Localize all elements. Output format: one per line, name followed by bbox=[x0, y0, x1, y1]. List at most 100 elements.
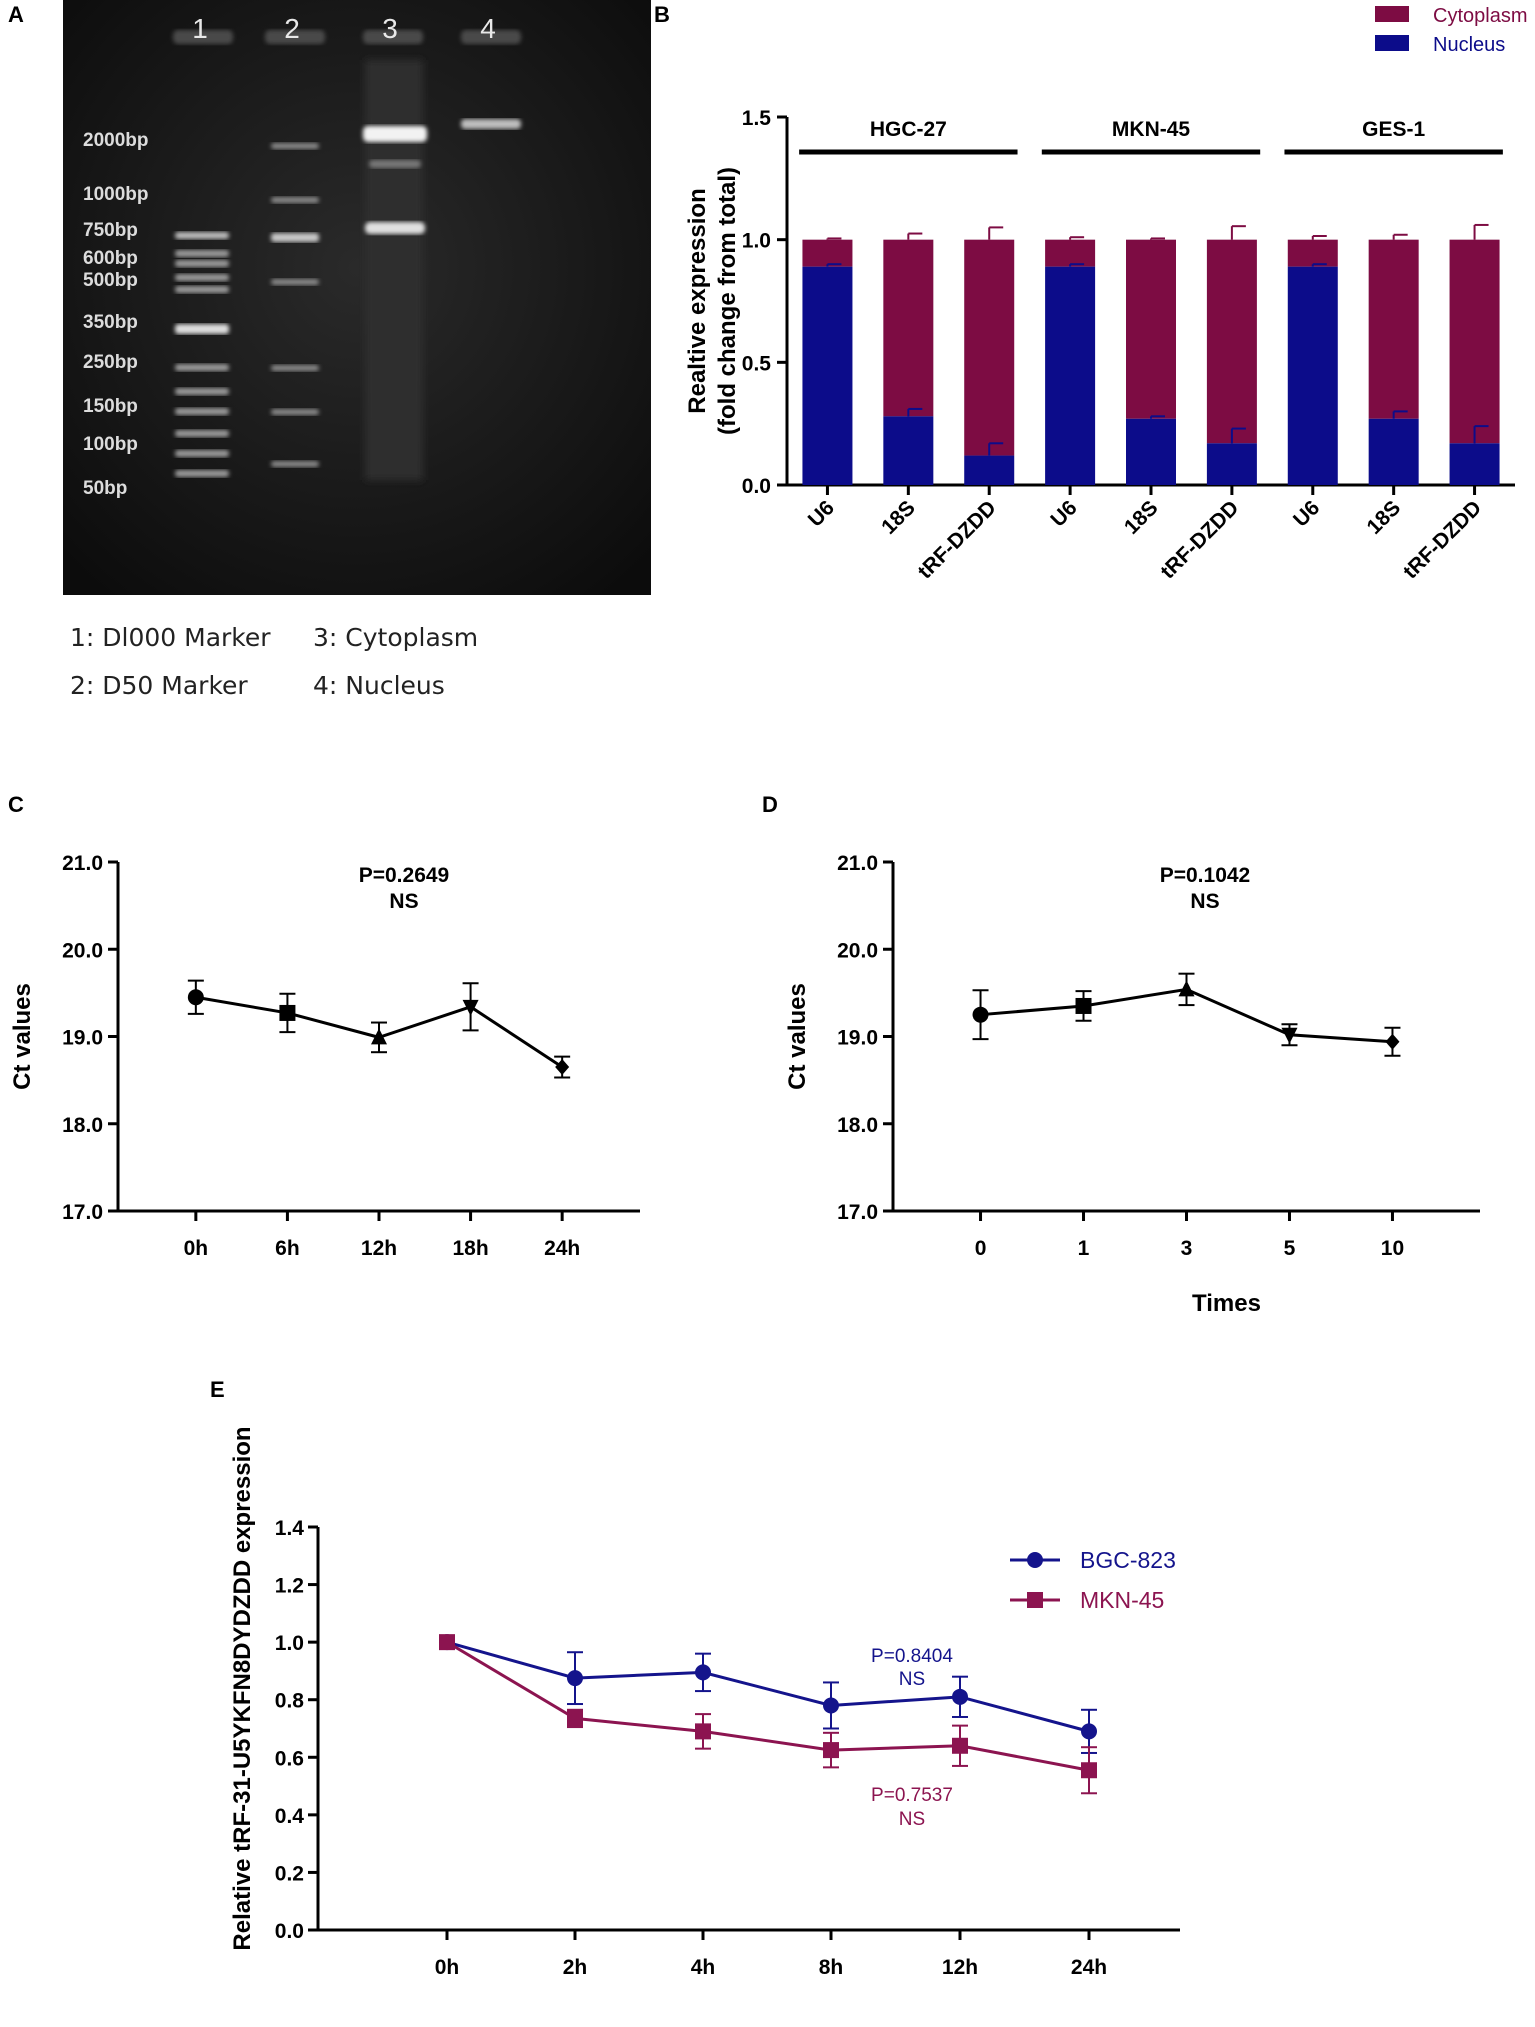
x-tick-label: 0h bbox=[435, 1956, 460, 1979]
x-tick-label: 5 bbox=[1284, 1237, 1296, 1260]
gel-band bbox=[271, 409, 319, 415]
gel-band bbox=[175, 324, 229, 334]
gel-band bbox=[175, 260, 229, 267]
y-tick-label: 0.4 bbox=[275, 1805, 305, 1828]
gel-marker-label: 500bp bbox=[83, 270, 138, 291]
legend-marker bbox=[1027, 1552, 1043, 1568]
gel-band bbox=[365, 222, 425, 234]
data-point bbox=[1281, 1027, 1298, 1044]
data-point bbox=[439, 1634, 455, 1651]
y-tick-label: 1.2 bbox=[275, 1575, 304, 1598]
legend-marker bbox=[1027, 1592, 1043, 1608]
y-tick-label: 18.0 bbox=[837, 1114, 878, 1137]
gel-band bbox=[175, 364, 229, 371]
bar-cytoplasm bbox=[1287, 239, 1338, 267]
gel-band bbox=[271, 279, 319, 285]
gel-band bbox=[175, 286, 229, 293]
gel-band bbox=[369, 160, 421, 168]
gel-band bbox=[175, 274, 229, 281]
y-tick-label: 1.4 bbox=[275, 1517, 305, 1540]
gel-marker-label: 2000bp bbox=[83, 130, 148, 151]
y-axis-label: Ct values bbox=[9, 983, 36, 1090]
panel-label-e: E bbox=[210, 1377, 225, 1402]
gel-band bbox=[271, 197, 319, 203]
legend-label: BGC-823 bbox=[1080, 1547, 1176, 1573]
x-tick-label: tRF-DZDD bbox=[914, 496, 1001, 583]
series-line-mkn45 bbox=[446, 1640, 1090, 1772]
legend-label-cytoplasm: Cytoplasm bbox=[1433, 5, 1527, 27]
y-tick-label: 20.0 bbox=[62, 939, 103, 962]
series-line-bgc823 bbox=[446, 1640, 1090, 1733]
legend-swatch-cytoplasm bbox=[1375, 6, 1409, 22]
bar-cytoplasm bbox=[1206, 239, 1257, 444]
y-tick-label: 17.0 bbox=[837, 1201, 878, 1224]
x-tick-label: 12h bbox=[361, 1237, 397, 1260]
group-label: HGC-27 bbox=[870, 118, 947, 141]
data-point bbox=[567, 1670, 583, 1687]
gel-lane-number: 3 bbox=[382, 13, 398, 44]
gel-lane-number: 4 bbox=[480, 13, 496, 44]
bar-nucleus bbox=[883, 416, 934, 485]
data-point bbox=[1178, 980, 1195, 997]
data-point bbox=[567, 1710, 583, 1727]
data-point bbox=[462, 999, 479, 1016]
x-tick-label: 18h bbox=[452, 1237, 488, 1260]
data-point bbox=[695, 1664, 711, 1681]
x-tick-label: U6 bbox=[1046, 496, 1081, 531]
x-tick-label: 12h bbox=[942, 1956, 978, 1979]
gel-marker-label: 100bp bbox=[83, 434, 138, 455]
data-point bbox=[952, 1688, 968, 1705]
legend-label: MKN-45 bbox=[1080, 1587, 1164, 1613]
gel-marker-label: 150bp bbox=[83, 396, 138, 417]
gel-smear bbox=[365, 60, 423, 480]
data-point bbox=[695, 1723, 711, 1740]
x-tick-label: U6 bbox=[1289, 496, 1324, 531]
data-point bbox=[972, 1006, 989, 1023]
y-tick-label: 0.0 bbox=[275, 1920, 304, 1943]
gel-legend-1: 1: Dl000 Marker bbox=[70, 623, 271, 652]
y-tick-label: 1.5 bbox=[742, 107, 772, 130]
p-value: P=0.2649 bbox=[359, 864, 450, 887]
x-tick-label: 4h bbox=[691, 1956, 716, 1979]
p-value: P=0.1042 bbox=[1160, 864, 1251, 887]
data-point bbox=[823, 1697, 839, 1714]
bar-nucleus bbox=[964, 455, 1015, 485]
gel-well bbox=[461, 30, 521, 44]
gel-band bbox=[175, 408, 229, 415]
gel-band bbox=[271, 233, 319, 242]
x-tick-label: 0 bbox=[975, 1237, 987, 1260]
p-value-bgc823: P=0.8404 bbox=[871, 1646, 953, 1667]
gel-marker-label: 1000bp bbox=[83, 184, 148, 205]
bar-cytoplasm bbox=[1045, 239, 1096, 267]
gel-band bbox=[175, 430, 229, 437]
chart-c: 17.0 18.0 19.0 20.0 21.0 Ct values 0h 6h 12h 18h 2… bbox=[9, 852, 640, 1260]
data-point bbox=[371, 1028, 387, 1045]
gel-band bbox=[363, 126, 427, 142]
y-tick-label: 19.0 bbox=[837, 1027, 878, 1050]
y-tick-label: 18.0 bbox=[62, 1114, 103, 1137]
data-point bbox=[187, 989, 204, 1006]
bar-cytoplasm bbox=[964, 239, 1015, 456]
y-tick-label: 0.8 bbox=[275, 1690, 305, 1713]
gel-well bbox=[173, 30, 233, 44]
y-tick-label: 20.0 bbox=[837, 939, 878, 962]
gel-marker-label: 350bp bbox=[83, 312, 138, 333]
bar-nucleus bbox=[1206, 443, 1257, 485]
x-tick-label: 24h bbox=[1071, 1956, 1107, 1979]
y-axis-label-line2: (fold change from total) bbox=[714, 167, 741, 435]
y-tick-label: 1.0 bbox=[275, 1632, 304, 1655]
y-axis-label: Ct values bbox=[784, 983, 811, 1090]
data-point bbox=[1075, 997, 1092, 1014]
panel-label-b: B bbox=[654, 2, 670, 27]
panel-label-c: C bbox=[8, 792, 24, 817]
x-tick-label: tRF-DZDD bbox=[1399, 496, 1486, 583]
chart-e: 0.0 0.2 0.4 0.6 0.8 1.0 1.2 1.4 Relative tRF-31-… bbox=[230, 1426, 1180, 1979]
p-value-mkn45: P=0.7537 bbox=[871, 1785, 953, 1806]
chart-d: 17.0 18.0 19.0 20.0 21.0 Ct values 0 1 3 5 10 Times… bbox=[784, 852, 1480, 1317]
bar-cytoplasm bbox=[802, 239, 853, 267]
data-point bbox=[952, 1737, 968, 1754]
y-tick-label: 0.0 bbox=[742, 475, 771, 498]
bar-nucleus bbox=[1126, 418, 1176, 485]
x-tick-label: 18S bbox=[877, 496, 920, 539]
